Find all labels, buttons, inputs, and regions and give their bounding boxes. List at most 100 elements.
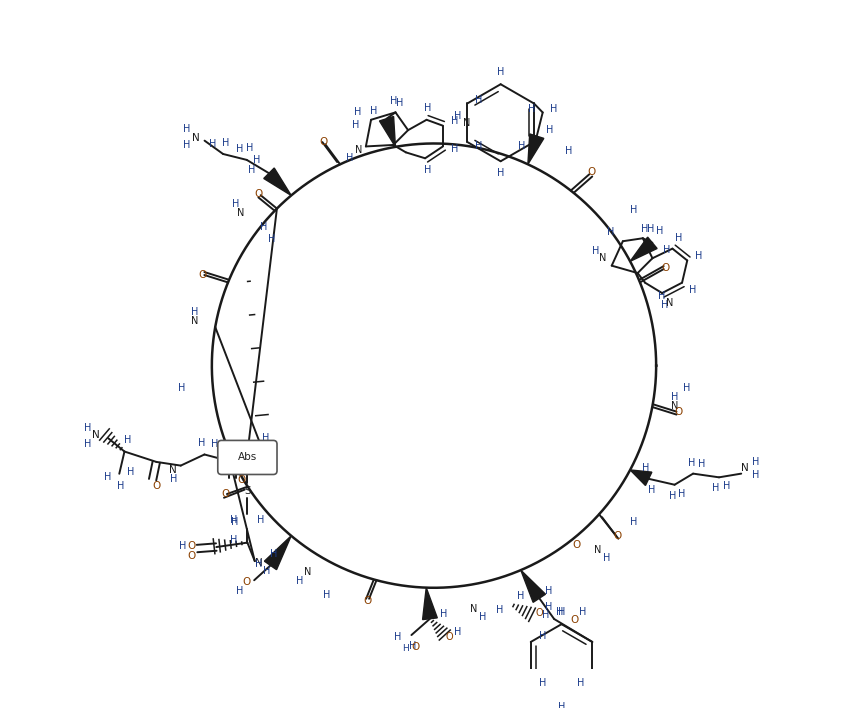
Polygon shape [630, 237, 657, 261]
Text: N: N [671, 401, 679, 411]
Text: O: O [445, 632, 453, 641]
Text: H: H [671, 392, 679, 402]
Text: H: H [352, 120, 359, 130]
Text: H: H [661, 300, 668, 310]
Text: H: H [558, 607, 565, 617]
Text: H: H [230, 535, 238, 544]
Polygon shape [379, 117, 396, 147]
Text: H: H [296, 576, 303, 586]
Text: H: H [323, 590, 331, 600]
Text: H: H [753, 457, 760, 467]
Text: H: H [723, 481, 730, 491]
Text: H: H [713, 484, 720, 493]
Text: H: H [602, 553, 610, 563]
Text: H: H [169, 474, 177, 484]
Text: H: H [391, 96, 398, 105]
Text: O: O [319, 137, 328, 147]
Text: N: N [741, 463, 749, 473]
Text: H: H [247, 165, 255, 176]
Text: H: H [479, 612, 486, 622]
Text: H: H [236, 586, 243, 595]
Text: H: H [124, 435, 132, 445]
Text: H: H [556, 607, 563, 617]
Text: N: N [93, 430, 100, 440]
Text: N: N [260, 447, 267, 457]
Text: O: O [152, 481, 161, 491]
Text: H: H [539, 678, 546, 688]
Text: H: H [209, 139, 216, 149]
Text: O: O [614, 532, 621, 542]
Text: H: H [83, 423, 91, 433]
Text: H: H [542, 610, 549, 620]
Text: H: H [647, 224, 654, 234]
Text: H: H [454, 110, 462, 121]
Polygon shape [265, 536, 291, 570]
Text: H: H [246, 143, 253, 153]
Text: N: N [169, 465, 177, 475]
Text: O: O [536, 608, 543, 618]
Text: H: H [191, 307, 198, 317]
Text: H: H [397, 98, 404, 108]
Text: H: H [222, 138, 230, 148]
Text: H: H [592, 246, 599, 256]
Polygon shape [264, 168, 291, 195]
Text: H: H [455, 627, 462, 637]
Text: H: H [260, 222, 268, 232]
Text: O: O [411, 642, 419, 652]
Text: H: H [451, 116, 458, 126]
Text: H: H [688, 285, 696, 295]
Text: H: H [476, 141, 483, 151]
Text: H: H [262, 433, 270, 443]
Polygon shape [630, 470, 652, 486]
Text: O: O [243, 577, 251, 587]
Text: H: H [424, 165, 431, 175]
Text: H: H [539, 631, 546, 641]
Text: O: O [187, 551, 196, 561]
Text: N: N [470, 605, 477, 615]
Text: H: H [517, 591, 524, 601]
Text: H: H [669, 491, 677, 501]
Text: N: N [594, 545, 602, 555]
Text: N: N [666, 298, 674, 308]
Text: H: H [496, 605, 503, 615]
Text: O: O [588, 167, 595, 177]
Text: H: H [257, 515, 265, 525]
Polygon shape [528, 134, 544, 164]
Text: H: H [550, 104, 557, 114]
Text: O: O [674, 406, 683, 416]
Polygon shape [423, 588, 437, 620]
Text: O: O [661, 263, 670, 273]
Text: H: H [183, 124, 190, 134]
Text: H: H [641, 224, 648, 234]
Text: O: O [571, 615, 579, 625]
Text: H: H [497, 67, 504, 77]
Text: H: H [630, 517, 637, 527]
Text: H: H [268, 234, 275, 244]
Text: H: H [564, 146, 572, 156]
Text: O: O [254, 189, 262, 199]
Text: O: O [237, 474, 246, 485]
Text: N: N [304, 567, 311, 577]
Text: H: H [263, 566, 270, 576]
Text: H: H [608, 227, 615, 237]
Text: H: H [183, 140, 190, 150]
Text: H: H [642, 463, 649, 473]
Text: H: H [211, 439, 219, 449]
Text: N: N [191, 316, 198, 326]
Text: H: H [402, 644, 409, 653]
Text: H: H [236, 144, 243, 154]
Text: H: H [579, 607, 586, 617]
Text: H: H [104, 472, 111, 481]
Text: O: O [198, 270, 207, 280]
Text: H: H [656, 226, 663, 236]
Text: H: H [451, 144, 458, 154]
Text: H: H [345, 152, 353, 163]
Text: H: H [544, 603, 552, 612]
Text: H: H [128, 467, 135, 477]
Text: H: H [179, 541, 186, 551]
FancyBboxPatch shape [218, 440, 277, 474]
Text: H: H [528, 104, 536, 114]
Text: H: H [576, 678, 584, 688]
Text: H: H [547, 125, 554, 135]
Text: H: H [261, 457, 269, 467]
